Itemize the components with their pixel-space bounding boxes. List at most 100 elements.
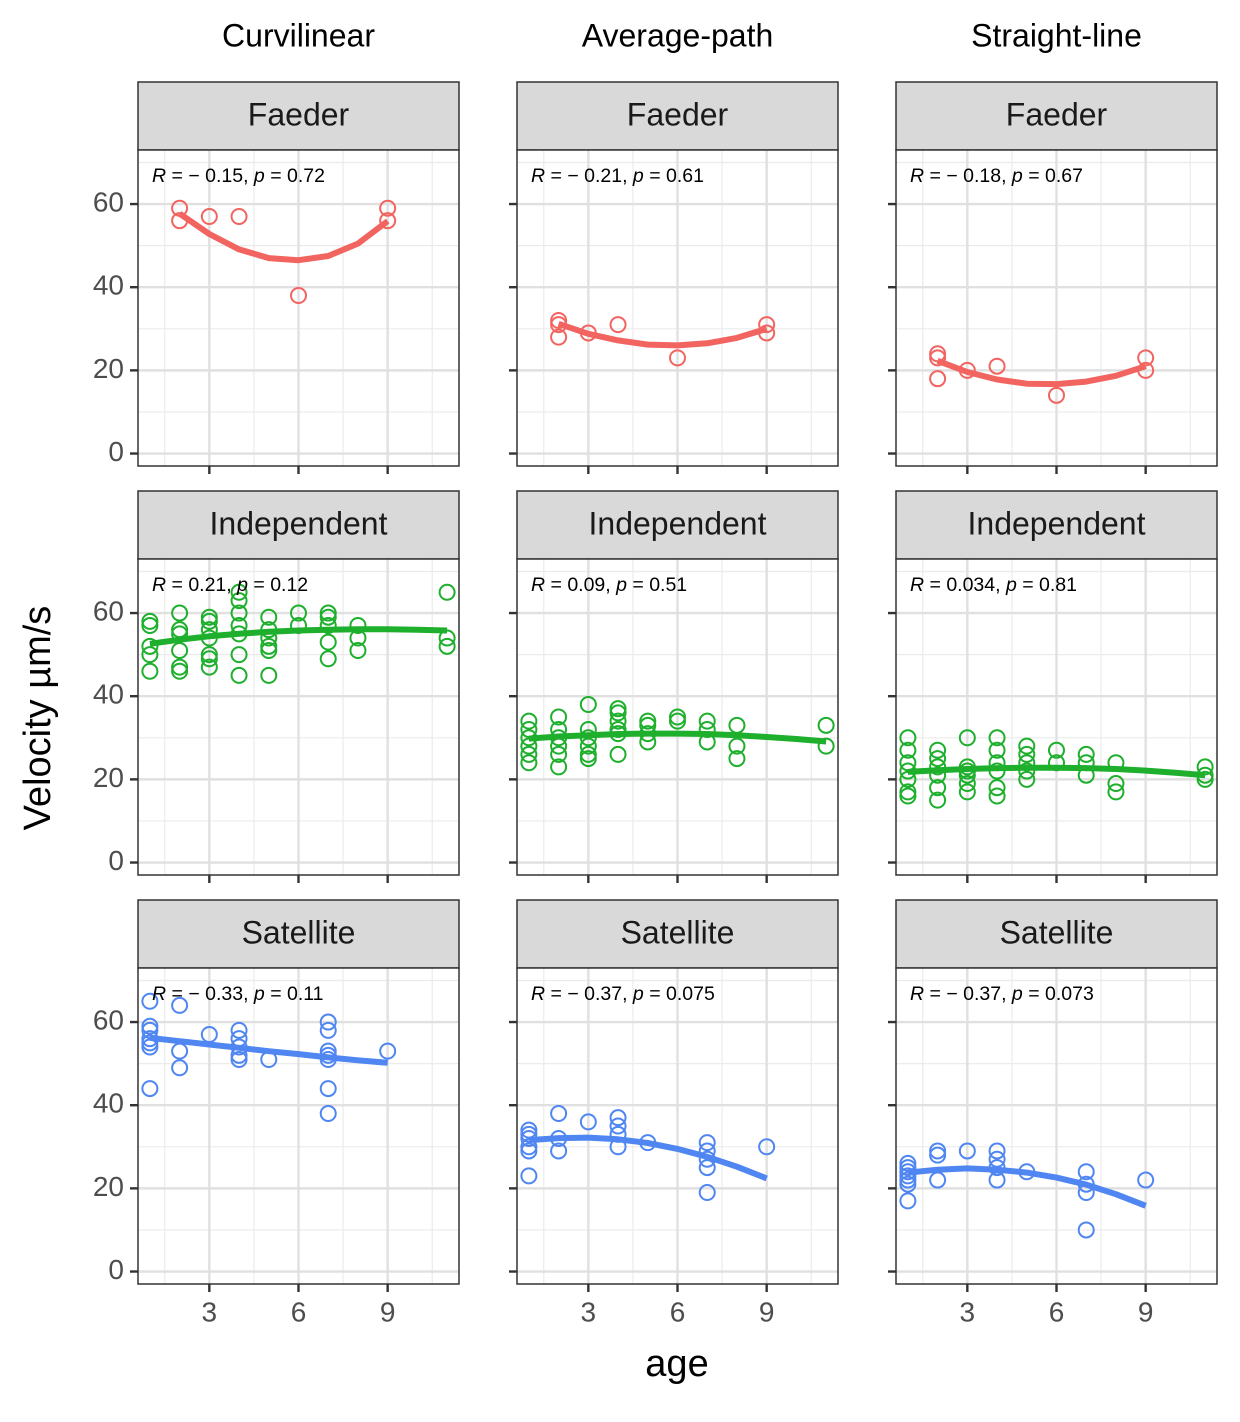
data-point — [290, 287, 307, 305]
facet-strip — [516, 490, 839, 560]
data-point — [698, 1134, 716, 1152]
facet-strip-label: Independent — [968, 505, 1146, 541]
stat-p-symbol: p — [632, 165, 644, 187]
stat-annotation: R = 0.21, p = 0.12 — [152, 574, 308, 596]
facet-strip — [895, 490, 1218, 560]
stat-annotation: R = − 0.33, p = 0.11 — [152, 983, 324, 1005]
stat-p-value: = 0.11 — [265, 983, 324, 1005]
data-point — [609, 745, 627, 763]
column-header: Average-path — [582, 17, 774, 53]
y-tick-label: 0 — [108, 1254, 124, 1285]
y-tick-label: 40 — [93, 679, 124, 710]
data-point — [1137, 349, 1155, 367]
stat-p-symbol: p — [1011, 165, 1023, 187]
data-point — [171, 662, 189, 680]
y-tick-label: 40 — [93, 1088, 124, 1119]
data-point — [319, 1105, 337, 1123]
data-point — [260, 637, 278, 655]
data-point — [899, 1171, 917, 1189]
data-point — [141, 992, 159, 1010]
data-point — [929, 791, 947, 809]
data-point — [698, 1184, 716, 1202]
facet-strip-label: Independent — [210, 505, 388, 541]
data-point — [379, 212, 397, 230]
data-point — [958, 729, 976, 747]
facet-strip-label: Independent — [589, 505, 767, 541]
data-point — [550, 311, 568, 329]
data-point — [958, 1142, 976, 1160]
data-point — [200, 650, 218, 668]
data-point — [550, 1105, 568, 1123]
data-point — [520, 1125, 538, 1143]
facet-panel: Independent R = 0.034, p = 0.81 — [888, 490, 1218, 883]
stat-annotation: R = − 0.15, p = 0.72 — [152, 165, 325, 187]
data-point — [899, 783, 917, 801]
data-point — [141, 1021, 159, 1039]
y-tick-label: 0 — [108, 845, 124, 876]
data-point — [141, 612, 159, 630]
stat-p-symbol: p — [236, 574, 248, 596]
x-axis-title: age — [645, 1343, 708, 1385]
data-point — [1077, 1163, 1095, 1181]
data-point — [349, 641, 367, 659]
data-point — [1107, 775, 1125, 793]
facet-strip-label: Satellite — [621, 914, 735, 950]
data-point — [141, 646, 159, 664]
data-point — [141, 1017, 159, 1035]
data-point — [929, 1146, 947, 1164]
stat-r-value: = 0.21, — [166, 574, 237, 596]
stat-p-symbol: p — [253, 165, 265, 187]
data-point — [758, 1138, 776, 1156]
data-point — [758, 316, 776, 334]
data-point — [1077, 1221, 1095, 1239]
data-point — [230, 592, 248, 610]
x-tick-label: 3 — [960, 1296, 976, 1327]
data-point — [230, 666, 248, 684]
data-point — [929, 370, 947, 388]
data-point — [319, 617, 337, 635]
data-point — [319, 604, 337, 622]
data-point — [438, 629, 456, 647]
data-point — [929, 1142, 947, 1160]
stat-p-value: = 0.51 — [627, 574, 687, 596]
stat-p-symbol: p — [253, 983, 265, 1005]
data-point — [929, 750, 947, 768]
stat-r-value: = − 0.15, — [166, 165, 254, 187]
facet-panel: Faeder R = − 0.18, p = 0.67 — [888, 81, 1218, 474]
y-tick-label: 60 — [93, 1004, 124, 1035]
data-point — [141, 1034, 159, 1052]
stat-p-symbol: p — [615, 574, 627, 596]
data-point — [550, 708, 568, 726]
data-point — [260, 608, 278, 626]
x-tick-label: 9 — [759, 1296, 775, 1327]
stat-r-value: = − 0.18, — [924, 165, 1012, 187]
x-tick-label: 6 — [291, 1296, 307, 1327]
data-point — [1018, 770, 1036, 788]
x-tick-label: 6 — [1049, 1296, 1065, 1327]
data-point — [230, 1021, 248, 1039]
stat-r-symbol: R — [152, 983, 166, 1005]
data-point — [230, 646, 248, 664]
data-point — [1077, 745, 1095, 763]
stat-r-symbol: R — [531, 165, 545, 187]
data-point — [1048, 741, 1065, 759]
facet-panel: Faeder R = − 0.15, p = 0.72 0 20 40 60 — [93, 81, 460, 474]
data-point — [230, 604, 248, 622]
stat-r-symbol: R — [910, 983, 924, 1005]
data-point — [579, 696, 597, 714]
data-point — [171, 1059, 189, 1077]
data-point — [817, 716, 835, 734]
stat-p-value: = 0.075 — [644, 983, 715, 1005]
facet-strip — [137, 899, 460, 969]
data-point — [520, 737, 538, 755]
stat-r-symbol: R — [152, 165, 166, 187]
data-point — [899, 1192, 917, 1210]
data-point — [1018, 762, 1036, 780]
fit-line — [177, 211, 390, 264]
data-point — [698, 712, 716, 730]
data-point — [260, 641, 278, 659]
fit-line — [149, 1034, 388, 1066]
stat-p-symbol: p — [1005, 574, 1017, 596]
data-point — [520, 712, 538, 730]
data-point — [899, 787, 917, 805]
